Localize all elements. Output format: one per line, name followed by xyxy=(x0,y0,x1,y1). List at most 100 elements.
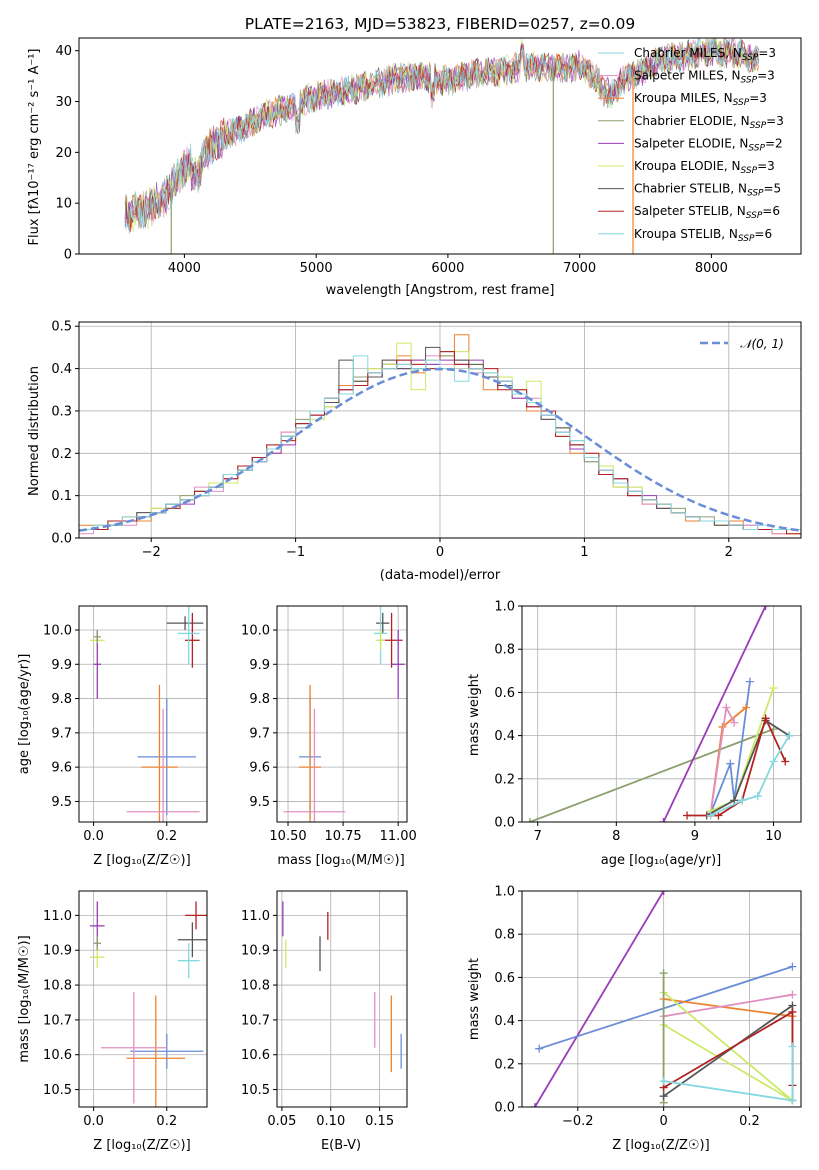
spectrum-series-7 xyxy=(124,39,760,232)
legend-entry: Kroupa ELODIE, NSSP=3 xyxy=(634,159,775,176)
mass-weight-marker xyxy=(788,962,797,971)
agez-xtick-label: 0.0 xyxy=(83,829,104,844)
spectrum-ylabel: Flux [fλ10⁻¹⁷ erg cm⁻² s⁻¹ A⁻¹] xyxy=(27,49,42,246)
legend-entry: Chabrier STELIB, NSSP=5 xyxy=(634,182,781,199)
mass-weight-vs-metallicity-panel: Z [log₁₀(Z/Z☉)] mass weight −0.2 0 0.2 0.0 0… xyxy=(467,885,802,1153)
hist-ytick-label: 0.4 xyxy=(51,362,72,377)
massz-ytick-label: 10.6 xyxy=(43,1048,72,1063)
masse-xtick-label: 0.10 xyxy=(316,1114,345,1129)
spectrum-title: PLATE=2163, MJD=53823, FIBERID=0257, z=0… xyxy=(245,15,635,33)
mass-vs-metallicity-panel: Z [log₁₀(Z/Z☉)] mass [log₁₀(M/M☉)] 0.0 0.… xyxy=(17,890,208,1153)
mass-weight-line xyxy=(663,1046,794,1102)
massz-ylabel: mass [log₁₀(M/M☉)] xyxy=(17,935,32,1062)
mass-weight-line xyxy=(662,606,767,822)
massz-ytick-label: 10.9 xyxy=(43,944,72,959)
mass-weight-marker xyxy=(788,990,797,999)
agem-frame xyxy=(276,605,408,823)
mwz-xtick-label: 0.2 xyxy=(739,1114,760,1129)
mass-weight-line xyxy=(709,681,751,814)
mass-weight-marker xyxy=(788,1096,797,1105)
spectrum-panel: PLATE=2163, MJD=53823, FIBERID=0257, z=0… xyxy=(27,15,802,298)
mwage-xlabel: age [log₁₀(age/yr)] xyxy=(601,853,722,868)
legend-entry: Chabrier MILES, NSSP=3 xyxy=(634,46,776,63)
mass-weight-vs-age-panel: age [log₁₀(age/yr)] mass weight 7 8 9 10 0.0… xyxy=(467,600,802,868)
agez-ylabel: age [log₁₀(age/yr)] xyxy=(17,654,32,775)
massz-xlabel: Z [log₁₀(Z/Z☉)] xyxy=(93,1138,190,1153)
mwage-ytick-label: 1.0 xyxy=(494,600,515,615)
mass-weight-marker xyxy=(788,1042,797,1051)
massz-xtick-label: 0.2 xyxy=(156,1114,177,1129)
mass-weight-marker xyxy=(761,606,770,610)
spec-xtick-label: 8000 xyxy=(695,261,728,276)
spec-ytick-label: 0 xyxy=(64,248,72,263)
hist-ylabel: Normed distribution xyxy=(27,366,42,496)
legend-entry: Kroupa STELIB, NSSP=6 xyxy=(634,227,772,244)
masse-ytick-label: 10.5 xyxy=(241,1083,270,1098)
spec-ytick-label: 20 xyxy=(55,146,72,161)
mass-weight-line xyxy=(663,1003,794,1101)
agem-ytick-label: 9.7 xyxy=(249,726,270,741)
spectrum-lines xyxy=(124,38,760,254)
mwz-ytick-label: 0.4 xyxy=(494,1014,515,1029)
massz-ytick-label: 10.8 xyxy=(43,979,72,994)
mass-weight-line xyxy=(663,1010,794,1089)
agez-frame xyxy=(78,605,208,823)
mass-weight-marker xyxy=(753,792,762,801)
spectrum-xlabel: wavelength [Angstrom, rest frame] xyxy=(326,283,555,298)
masse-ytick-label: 10.7 xyxy=(241,1013,270,1028)
mass-weight-marker xyxy=(706,811,715,820)
mass-weight-marker xyxy=(659,1092,668,1101)
agez-ytick-label: 9.7 xyxy=(51,726,72,741)
agem-ytick-label: 10.0 xyxy=(241,624,270,639)
mass-weight-marker xyxy=(730,718,739,727)
age-vs-metallicity-panel: Z [log₁₀(Z/Z☉)] age [log₁₀(age/yr)] 0.0 0… xyxy=(17,605,208,868)
mass-weight-marker xyxy=(730,796,739,805)
massz-frame xyxy=(78,890,208,1108)
mwz-frame xyxy=(521,890,802,1108)
masse-ytick-label: 11.0 xyxy=(241,909,270,924)
legend-entry: Chabrier ELODIE, NSSP=3 xyxy=(634,114,784,131)
mass-weight-marker xyxy=(745,677,754,686)
agez-errorbars xyxy=(89,606,204,822)
agem-xlabel: mass [log₁₀(M/M☉)] xyxy=(277,853,404,868)
legend-entry: Kroupa MILES, NSSP=3 xyxy=(634,91,767,108)
mass-weight-marker xyxy=(535,1044,544,1053)
hist-ytick-label: 0.5 xyxy=(51,320,72,335)
spectrum-series-8 xyxy=(124,38,760,230)
mwz-xtick-label: −0.2 xyxy=(562,1114,594,1129)
mass-weight-marker xyxy=(769,684,778,693)
mass-weight-marker xyxy=(785,731,794,740)
agem-xtick-label: 10.75 xyxy=(324,829,361,844)
mwz-lines xyxy=(530,891,797,1107)
massz-ytick-label: 10.5 xyxy=(43,1083,72,1098)
spec-xtick-label: 4000 xyxy=(168,261,201,276)
mwage-ytick-label: 0.4 xyxy=(494,729,515,744)
masse-frame xyxy=(276,890,408,1108)
mass-weight-line xyxy=(663,993,793,1018)
mass-weight-marker xyxy=(738,796,747,805)
mass-weight-marker xyxy=(683,811,692,820)
masse-xtick-label: 0.05 xyxy=(267,1114,296,1129)
agez-ytick-label: 10.0 xyxy=(43,624,72,639)
hist-ytick-label: 0.0 xyxy=(51,532,72,547)
mwage-ytick-label: 0.0 xyxy=(494,816,515,831)
mwz-ytick-label: 0.0 xyxy=(494,1101,515,1116)
massz-ytick-label: 10.7 xyxy=(43,1013,72,1028)
mwage-xtick-label: 9 xyxy=(691,829,699,844)
mass-weight-line xyxy=(529,728,774,822)
agem-ytick-label: 9.5 xyxy=(249,795,270,810)
agem-ytick-label: 9.6 xyxy=(249,761,270,776)
mass-weight-marker xyxy=(530,1103,539,1107)
hist-frame xyxy=(78,321,802,539)
spec-ytick-label: 40 xyxy=(55,44,72,59)
mass-weight-marker xyxy=(714,811,723,820)
agez-ytick-label: 9.6 xyxy=(51,761,72,776)
mwage-ytick-label: 0.8 xyxy=(494,643,515,658)
mass-weight-marker xyxy=(659,969,668,978)
mwz-ytick-label: 0.8 xyxy=(494,928,515,943)
mass-weight-marker xyxy=(788,1007,797,1016)
spec-xtick-label: 7000 xyxy=(563,261,596,276)
hist-xtick-label: −2 xyxy=(142,545,161,560)
hist-ytick-label: 0.2 xyxy=(51,447,72,462)
hist-xtick-label: −1 xyxy=(286,545,305,560)
